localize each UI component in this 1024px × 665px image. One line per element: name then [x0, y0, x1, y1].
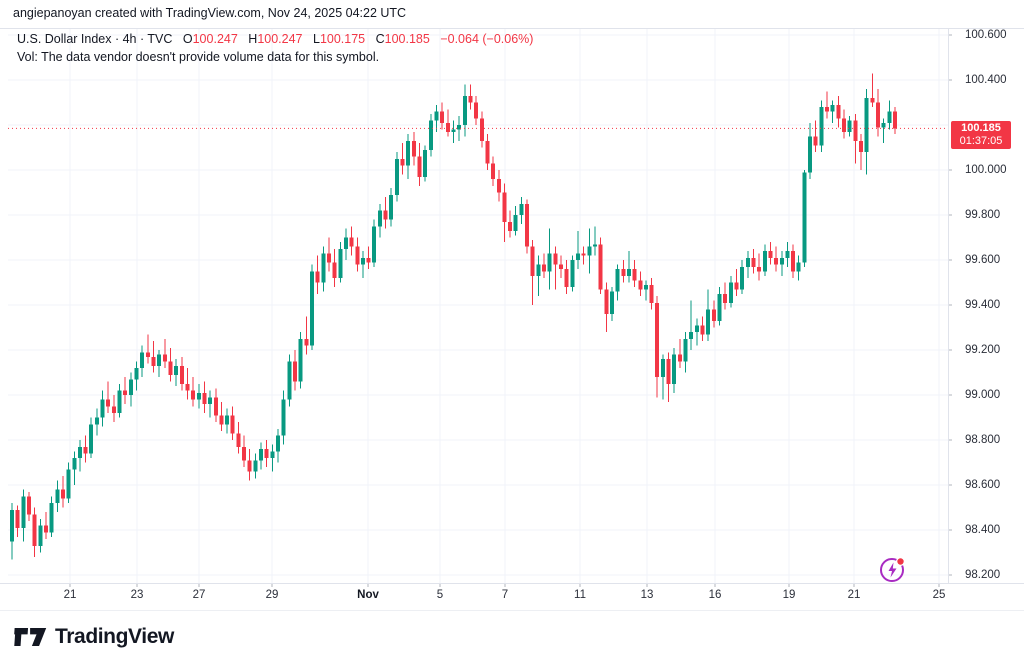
time-axis-label: 29	[265, 589, 279, 601]
tradingview-logo-mark-icon	[14, 628, 47, 646]
price-axis-label: 99.400	[965, 299, 1001, 311]
high-value: 100.247	[257, 32, 303, 46]
open-label: O	[182, 32, 193, 46]
footer-border	[0, 610, 1024, 611]
price-axis-label: 100.400	[965, 74, 1007, 86]
time-axis-label: 16	[708, 589, 722, 601]
time-axis-label: 7	[501, 589, 509, 601]
time-axis-label: 27	[192, 589, 206, 601]
legend: U.S. Dollar Index · 4h · TVC O100.247 H1…	[17, 31, 533, 65]
last-price-badge[interactable]: 100.185 01:37:05	[951, 121, 1011, 149]
lightning-bolt-icon	[888, 562, 897, 578]
bar-countdown-timer: 01:37:05	[959, 135, 1003, 147]
attribution-text: angiepanoyan created with TradingView.co…	[13, 6, 407, 20]
time-axis-label: 25	[932, 589, 946, 601]
lightning-icon[interactable]	[879, 556, 907, 584]
time-axis-border	[0, 583, 1024, 584]
notification-dot	[897, 558, 904, 565]
low-value: 100.175	[319, 32, 366, 46]
price-axis-label: 99.800	[965, 209, 1001, 221]
symbol-title[interactable]: U.S. Dollar Index · 4h · TVC	[17, 32, 173, 46]
close-value: 100.185	[384, 32, 430, 46]
price-axis-label: 98.800	[965, 434, 1001, 446]
candles	[10, 73, 897, 560]
change-value: −0.064 (−0.06%)	[440, 32, 534, 46]
time-axis-label: 19	[782, 589, 796, 601]
last-price-value: 100.185	[961, 122, 1001, 134]
tradingview-logo-text: TradingView	[55, 625, 174, 648]
price-axis-label: 98.400	[965, 524, 1001, 536]
time-axis-label: 21	[847, 589, 861, 601]
time-axis-label: 21	[63, 589, 77, 601]
time-axis-label: Nov	[357, 589, 379, 601]
open-value: 100.247	[192, 32, 238, 46]
time-axis-label: 5	[436, 589, 444, 601]
high-label: H	[248, 32, 258, 46]
time-axis[interactable]: 21 23 27 29 Nov 5 7 11 13 16 19 21 25	[0, 584, 1024, 608]
grid-lines	[8, 28, 948, 583]
price-axis-border	[948, 28, 949, 583]
price-axis[interactable]: 100.600 100.400 100.000 99.800 99.600 99.400 9…	[949, 28, 1024, 583]
price-axis-label: 98.200	[965, 569, 1001, 581]
price-axis-label: 100.000	[965, 164, 1007, 176]
price-axis-label: 99.200	[965, 344, 1001, 356]
lightning-circle	[880, 558, 904, 582]
low-label: L	[312, 32, 320, 46]
pane-top-border	[0, 28, 1024, 29]
price-axis-label: 99.000	[965, 389, 1001, 401]
legend-row-symbol: U.S. Dollar Index · 4h · TVC O100.247 H1…	[17, 31, 533, 47]
time-axis-label: 13	[640, 589, 654, 601]
volume-note: Vol: The data vendor doesn't provide vol…	[17, 50, 380, 64]
close-label: C	[375, 32, 385, 46]
tradingview-logo[interactable]: TradingView	[14, 625, 174, 649]
price-axis-label: 98.600	[965, 479, 1001, 491]
time-axis-label: 23	[130, 589, 144, 601]
time-axis-label: 11	[574, 589, 586, 601]
price-axis-label: 99.600	[965, 254, 1001, 266]
footer: TradingView	[0, 611, 1024, 665]
price-axis-label: 100.600	[965, 29, 1007, 41]
